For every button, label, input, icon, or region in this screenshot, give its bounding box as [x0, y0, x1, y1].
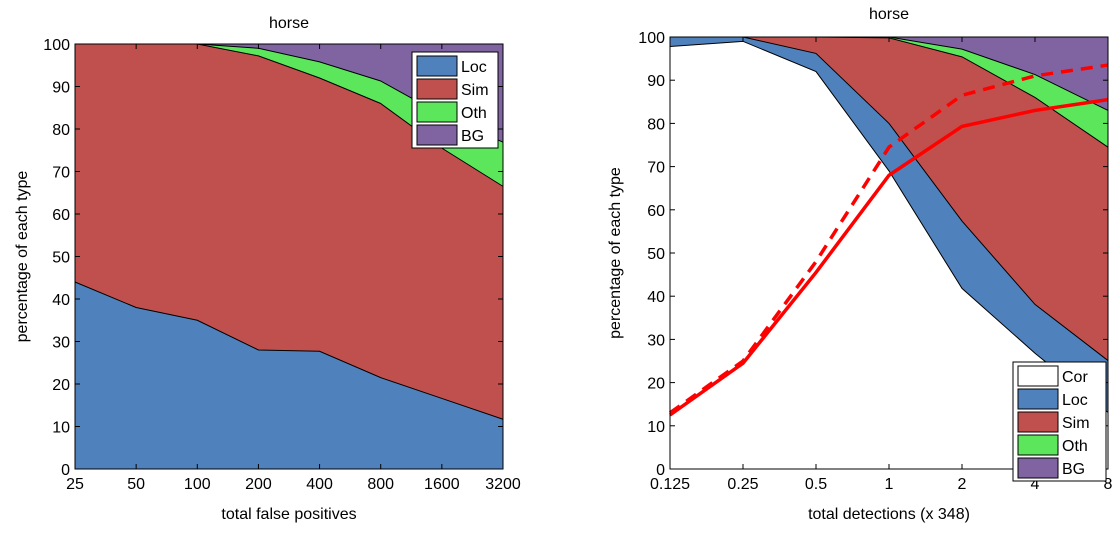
x-axis-label: total false positives — [221, 506, 356, 523]
x-tick-label: 2 — [958, 476, 967, 493]
area-bg — [670, 37, 1108, 111]
y-tick-label: 20 — [647, 376, 665, 393]
legend-label: Oth — [461, 105, 487, 122]
y-tick-label: 90 — [52, 80, 70, 97]
legend: Cor Loc Sim Oth BG — [1012, 361, 1107, 482]
legend-swatch-loc — [416, 55, 458, 77]
legend-label: Cor — [1062, 369, 1088, 386]
y-tick-label: 50 — [52, 250, 70, 267]
area-sim — [75, 44, 503, 420]
y-tick-label: 60 — [647, 203, 665, 220]
y-tick-label: 70 — [52, 165, 70, 182]
chart-title: horse — [869, 6, 909, 23]
legend-swatch-sim — [416, 78, 458, 100]
chart-left: 25 50 100 200 400 800 1600 3200 0 10 20 30 40 50 60 70 8… — [14, 15, 521, 523]
legend-label: Sim — [461, 82, 489, 99]
y-tick-label: 0 — [656, 462, 665, 479]
legend-label: Loc — [461, 59, 487, 76]
y-axis-label: percentage of each type — [14, 171, 31, 343]
y-tick-label: 100 — [43, 37, 70, 54]
x-tick-label: 1600 — [424, 476, 460, 493]
x-tick-label: 25 — [66, 476, 84, 493]
y-tick-label: 100 — [638, 30, 665, 47]
area-cor — [670, 41, 1108, 469]
y-tick-label: 20 — [52, 377, 70, 394]
area-oth — [670, 37, 1108, 148]
legend-label: BG — [1062, 461, 1085, 478]
recall-line-dashed — [668, 63, 1109, 415]
area-bg — [75, 44, 503, 143]
legend-swatch-cor — [1017, 365, 1059, 387]
recall-lines — [668, 63, 1109, 417]
x-axis-label: total detections (x 348) — [808, 506, 970, 523]
y-tick-label: 80 — [52, 122, 70, 139]
legend-swatch-loc — [1017, 388, 1059, 410]
legend: Loc Sim Oth BG — [411, 51, 499, 149]
x-tick-label: 100 — [184, 476, 211, 493]
x-tick-label: 0.125 — [650, 476, 690, 493]
y-tick-label: 10 — [647, 419, 665, 436]
y-tick-label: 10 — [52, 420, 70, 437]
legend-swatch-bg — [416, 124, 458, 146]
axis-ticks: 25 50 100 200 400 800 1600 3200 0 10 20 30 40 50 60 70 8… — [43, 37, 521, 493]
x-tick-label: 3200 — [485, 476, 521, 493]
legend-label: BG — [461, 128, 484, 145]
x-tick-label: 8 — [1104, 476, 1113, 493]
x-tick-label: 4 — [1031, 476, 1040, 493]
area-loc — [75, 282, 503, 469]
y-tick-label: 70 — [647, 160, 665, 177]
legend-label: Oth — [1062, 438, 1088, 455]
y-tick-label: 50 — [647, 246, 665, 263]
y-tick-label: 0 — [61, 462, 70, 479]
x-tick-label: 0.5 — [805, 476, 827, 493]
x-tick-label: 50 — [127, 476, 145, 493]
legend-swatch-oth — [1017, 434, 1059, 456]
y-tick-label: 90 — [647, 73, 665, 90]
x-tick-label: 800 — [367, 476, 394, 493]
y-tick-label: 30 — [647, 332, 665, 349]
legend-label: Sim — [1062, 415, 1090, 432]
y-tick-label: 30 — [52, 335, 70, 352]
chart-title: horse — [269, 15, 309, 32]
legend-swatch-oth — [416, 101, 458, 123]
y-axis-label: percentage of each type — [607, 167, 624, 339]
boundary-loc — [74, 281, 504, 420]
y-tick-label: 80 — [647, 116, 665, 133]
area-loc — [670, 37, 1108, 413]
x-tick-label: 200 — [245, 476, 272, 493]
y-tick-label: 40 — [52, 292, 70, 309]
legend-swatch-bg — [1017, 457, 1059, 479]
x-tick-label: 400 — [306, 476, 333, 493]
y-tick-label: 60 — [52, 207, 70, 224]
area-layers — [75, 44, 503, 469]
legend-swatch-sim — [1017, 411, 1059, 433]
x-tick-label: 1 — [885, 476, 894, 493]
x-tick-label: 0.25 — [727, 476, 758, 493]
legend-label: Loc — [1062, 392, 1088, 409]
recall-line-solid — [668, 97, 1109, 417]
y-tick-label: 40 — [647, 289, 665, 306]
